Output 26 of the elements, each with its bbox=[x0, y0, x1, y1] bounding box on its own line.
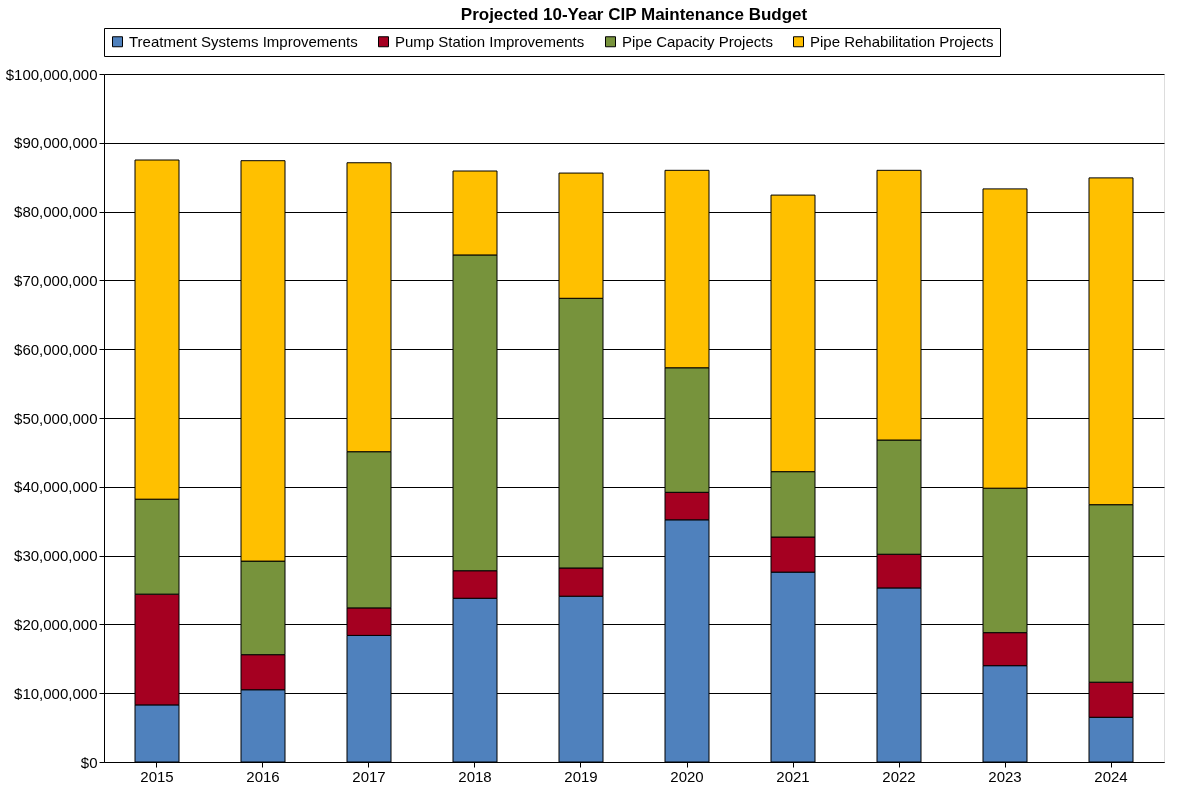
x-tick-label: 2023 bbox=[988, 767, 1022, 785]
y-tick-label: $30,000,000 bbox=[14, 547, 98, 565]
legend-label: Pipe Capacity Projects bbox=[622, 32, 773, 50]
y-tick-label: $0 bbox=[80, 753, 98, 771]
legend-label: Pump Station Improvements bbox=[395, 32, 585, 50]
y-tick-label: $40,000,000 bbox=[14, 478, 98, 496]
x-tick-label: 2024 bbox=[1094, 767, 1128, 785]
y-tick-label: $90,000,000 bbox=[14, 134, 98, 152]
legend-label: Treatment Systems Improvements bbox=[129, 32, 358, 50]
y-tick-label: $80,000,000 bbox=[14, 203, 98, 221]
x-tick-label: 2020 bbox=[670, 767, 704, 785]
y-tick-label: $20,000,000 bbox=[14, 615, 98, 633]
x-tick-label: 2018 bbox=[458, 767, 492, 785]
x-tick-label: 2022 bbox=[882, 767, 916, 785]
x-tick-label: 2016 bbox=[246, 767, 280, 785]
x-tick-label: 2017 bbox=[352, 767, 386, 785]
y-tick-label: $60,000,000 bbox=[14, 340, 98, 358]
x-tick-label: 2015 bbox=[140, 767, 174, 785]
chart-title: Projected 10-Year CIP Maintenance Budget bbox=[460, 4, 808, 24]
x-tick-label: 2019 bbox=[564, 767, 598, 785]
y-tick-label: $10,000,000 bbox=[14, 684, 98, 702]
x-tick-label: 2021 bbox=[776, 767, 810, 785]
y-tick-label: $70,000,000 bbox=[14, 271, 98, 289]
y-tick-label: $100,000,000 bbox=[5, 65, 98, 83]
y-tick-label: $50,000,000 bbox=[14, 409, 98, 427]
legend-label: Pipe Rehabilitation Projects bbox=[810, 32, 994, 50]
